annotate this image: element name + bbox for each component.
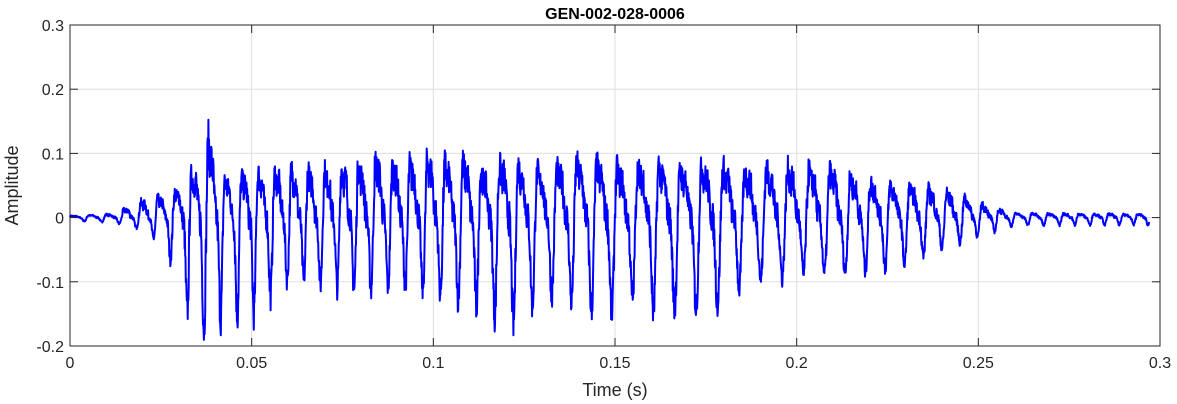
x-tick-label: 0.05 xyxy=(236,355,267,372)
x-tick-label: 0.1 xyxy=(422,355,444,372)
y-axis-ticks: -0.2 -0.1 0 0.1 0.2 0.3 xyxy=(36,18,1160,356)
waveform-line xyxy=(69,118,1151,341)
y-axis-label: Amplitude xyxy=(2,145,22,225)
x-axis-ticks: 0 0.05 0.1 0.15 0.2 0.25 0.3 xyxy=(66,25,1171,372)
x-axis-label: Time (s) xyxy=(582,380,647,400)
y-tick-label: 0.2 xyxy=(42,82,64,99)
y-tick-label: 0 xyxy=(55,211,64,228)
x-tick-label: 0.3 xyxy=(1149,355,1171,372)
y-tick-label: 0.3 xyxy=(42,18,64,35)
y-tick-label: -0.1 xyxy=(36,275,64,292)
x-tick-label: 0.2 xyxy=(786,355,808,372)
x-tick-label: 0.25 xyxy=(963,355,994,372)
waveform-series xyxy=(69,118,1151,341)
y-tick-label: 0.1 xyxy=(42,146,64,163)
y-tick-label: -0.2 xyxy=(36,339,64,356)
x-tick-label: 0 xyxy=(66,355,75,372)
chart-title: GEN-002-028-0006 xyxy=(545,6,685,23)
x-tick-label: 0.15 xyxy=(599,355,630,372)
